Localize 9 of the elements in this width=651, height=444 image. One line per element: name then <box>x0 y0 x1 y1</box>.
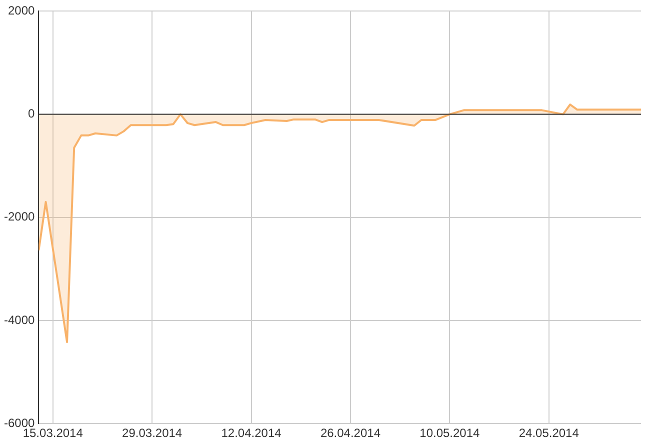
x-tick-label: 12.04.2014 <box>221 426 282 440</box>
x-tick-label: 10.05.2014 <box>420 426 480 440</box>
y-tick-label: -4000 <box>4 312 36 327</box>
x-tick-label: 24.05.2014 <box>518 426 580 440</box>
y-tick-label: 0 <box>28 106 36 121</box>
x-tick-label: 29.03.2014 <box>122 426 182 440</box>
x-tick-label: 26.04.2014 <box>320 426 381 440</box>
y-tick-label: -2000 <box>4 210 36 224</box>
y-tick-label: 2000 <box>8 4 36 18</box>
